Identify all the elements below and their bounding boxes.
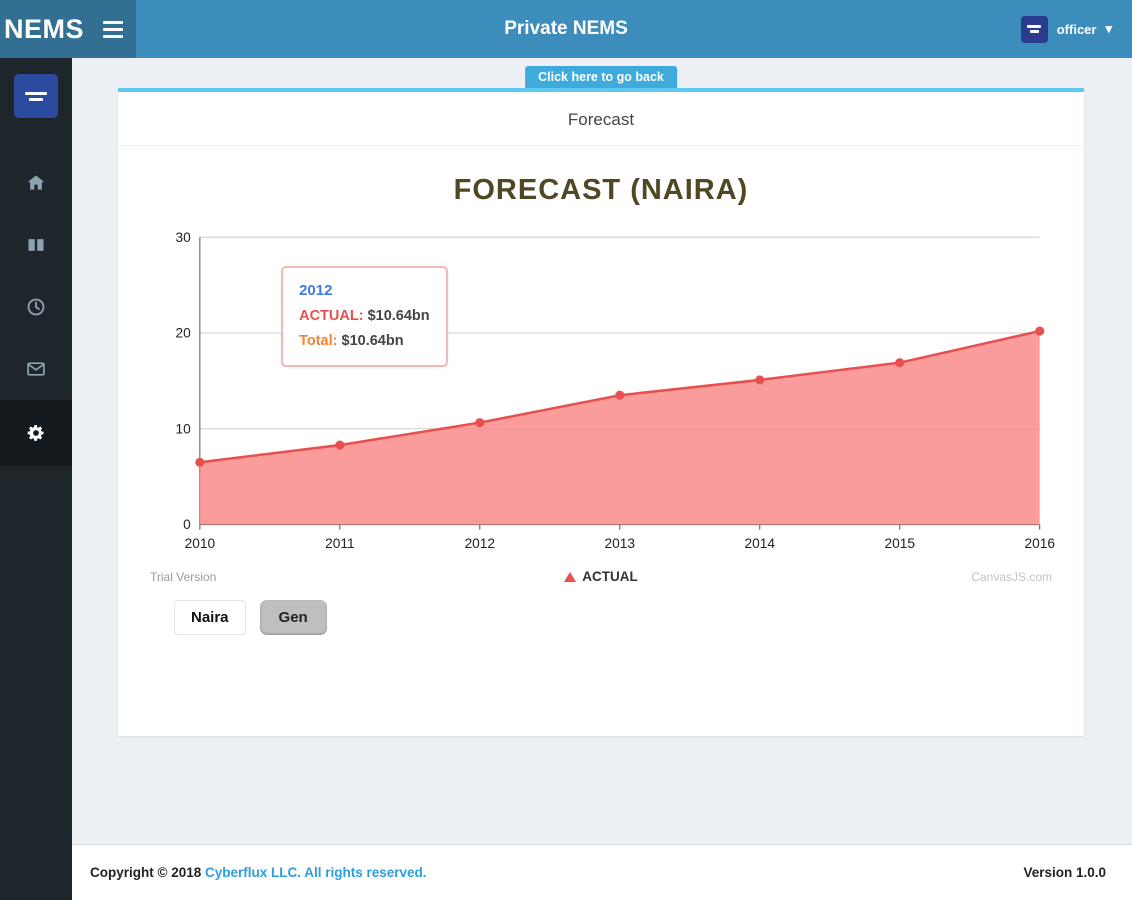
svg-text:2012: 2012	[465, 536, 495, 551]
legend-label: ACTUAL	[582, 569, 638, 585]
home-icon	[27, 175, 45, 190]
triangle-marker-icon	[564, 572, 577, 583]
sidebar-item-records[interactable]	[0, 214, 72, 276]
svg-text:20: 20	[175, 326, 191, 341]
envelope-icon	[27, 362, 45, 376]
sidebar-nav	[0, 152, 72, 466]
user-menu[interactable]: officer ▾	[1020, 0, 1132, 58]
forecast-chart: 0 10 20 30 2010 2011 2012 2013 2014 2015 2016 2012…	[144, 225, 1058, 565]
svg-text:2016: 2016	[1024, 536, 1055, 551]
chart-tooltip: 2012 ACTUAL: $10.64bn Total: $10.64bn	[281, 265, 448, 367]
forecast-chart-svg: 0 10 20 30 2010 2011 2012 2013 2014 2015 2016	[175, 230, 1055, 551]
main-content: Click here to go back Forecast FORECAST …	[72, 58, 1132, 900]
card-body: FORECAST (NAIRA) 0 10 20 30 2010 2011 2012 2013…	[118, 146, 1084, 661]
sidebar-item-home[interactable]	[0, 152, 72, 214]
copyright-link[interactable]: Cyberflux LLC. All rights reserved.	[204, 865, 427, 880]
tooltip-series-label: ACTUAL:	[299, 308, 364, 325]
brand-logo[interactable]: NEMS	[4, 13, 85, 44]
sidebar-item-messages[interactable]	[0, 338, 72, 400]
tooltip-series-value: $10.64bn	[367, 308, 430, 325]
sidebar-item-settings[interactable]	[0, 400, 72, 466]
copyright: Copyright © 2018 Cyberflux LLC. All righ…	[90, 865, 427, 880]
chart-legend-row: Trial Version ACTUAL CanvasJS.com	[144, 565, 1058, 584]
tooltip-total-label: Total:	[299, 333, 338, 350]
go-back-button[interactable]: Click here to go back	[525, 66, 677, 88]
tooltip-actual-line: ACTUAL: $10.64bn	[299, 304, 430, 329]
brand-area: NEMS	[0, 0, 137, 58]
gears-icon	[27, 425, 44, 441]
version-label: Version 1.0.0	[1023, 865, 1106, 880]
card-title: Forecast	[118, 92, 1084, 146]
tooltip-total-line: Total: $10.64bn	[299, 329, 430, 354]
book-icon	[28, 239, 44, 251]
gen-button[interactable]: Gen	[259, 600, 327, 636]
user-name: officer	[1056, 21, 1097, 37]
chevron-down-icon: ▾	[1105, 21, 1112, 36]
svg-text:2010: 2010	[185, 536, 216, 551]
svg-text:2013: 2013	[605, 536, 636, 551]
sidebar-logo[interactable]	[14, 74, 58, 118]
canvasjs-watermark-link[interactable]: CanvasJS.com	[971, 569, 1053, 584]
hamburger-icon[interactable]	[90, 0, 136, 58]
svg-text:2011: 2011	[325, 536, 354, 551]
tooltip-total-value: $10.64bn	[341, 333, 404, 350]
sidebar-item-history[interactable]	[0, 276, 72, 338]
legend-entry-actual: ACTUAL	[451, 569, 752, 584]
sidebar	[0, 58, 72, 900]
svg-text:2015: 2015	[885, 536, 916, 551]
svg-text:2014: 2014	[745, 536, 776, 551]
forecast-card: Click here to go back Forecast FORECAST …	[118, 66, 1084, 736]
clock-icon	[27, 298, 45, 316]
chart-actions: Naira Gen	[144, 600, 1058, 636]
svg-text:10: 10	[175, 421, 191, 436]
naira-button[interactable]: Naira	[174, 600, 246, 636]
trial-version-watermark: Trial Version	[150, 569, 217, 584]
page-title: Private NEMS	[504, 18, 628, 39]
copyright-prefix: Copyright © 2018	[90, 865, 205, 880]
user-avatar	[1020, 15, 1048, 43]
svg-text:0: 0	[183, 517, 191, 532]
svg-text:30: 30	[175, 230, 191, 245]
tooltip-year: 2012	[299, 281, 333, 299]
top-navbar: NEMS Private NEMS officer ▾	[0, 0, 1132, 58]
footer: Copyright © 2018 Cyberflux LLC. All righ…	[72, 844, 1132, 900]
chart-title: FORECAST (NAIRA)	[453, 174, 749, 206]
